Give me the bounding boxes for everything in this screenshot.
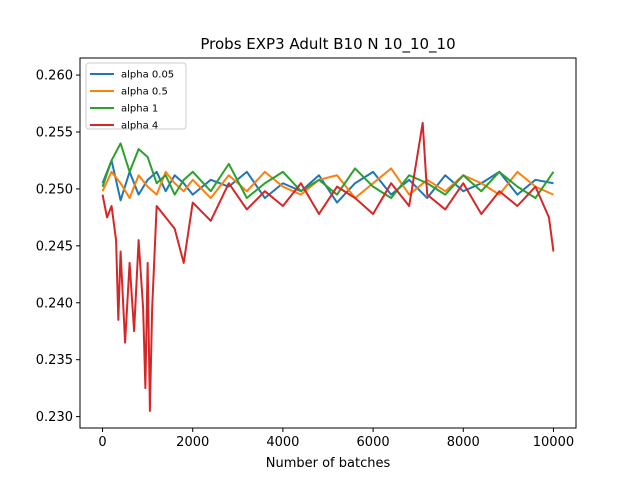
x-tick-label: 2000	[176, 435, 209, 450]
x-tick-label: 10000	[533, 435, 574, 450]
y-ticks: 0.230 0.235 0.240 0.245 0.250 0.255 0.260	[36, 69, 80, 425]
y-tick-label: 0.260	[36, 69, 73, 84]
plot-frame	[79, 57, 577, 429]
legend-label: alpha 0.5	[121, 87, 168, 98]
series-group	[101, 121, 555, 412]
y-tick-label: 0.245	[36, 239, 73, 254]
legend-label: alpha 0.05	[121, 70, 174, 81]
x-tick-label: 8000	[447, 435, 480, 450]
chart-title: Probs EXP3 Adult B10 N 10_10_10	[200, 35, 455, 54]
series-line-1	[101, 159, 554, 204]
x-tick-label: 4000	[266, 435, 299, 450]
series-line-3	[101, 142, 555, 200]
y-tick-label: 0.230	[36, 410, 73, 425]
legend-box	[85, 62, 187, 130]
legend: alpha 0.05 alpha 0.5 alpha 1 alpha 4	[85, 62, 187, 132]
y-tick-label: 0.240	[36, 296, 73, 311]
x-tick-label: 0	[98, 435, 106, 450]
x-tick-label: 6000	[357, 435, 390, 450]
legend-label: alpha 1	[121, 104, 158, 115]
y-tick-label: 0.235	[36, 353, 73, 368]
legend-label: alpha 4	[121, 121, 158, 132]
x-ticks: 0 2000 4000 6000 8000 10000	[98, 428, 574, 450]
series-line-4	[101, 121, 555, 412]
x-axis-label: Number of batches	[266, 456, 391, 471]
y-tick-label: 0.255	[36, 126, 73, 141]
y-tick-label: 0.250	[36, 182, 73, 197]
